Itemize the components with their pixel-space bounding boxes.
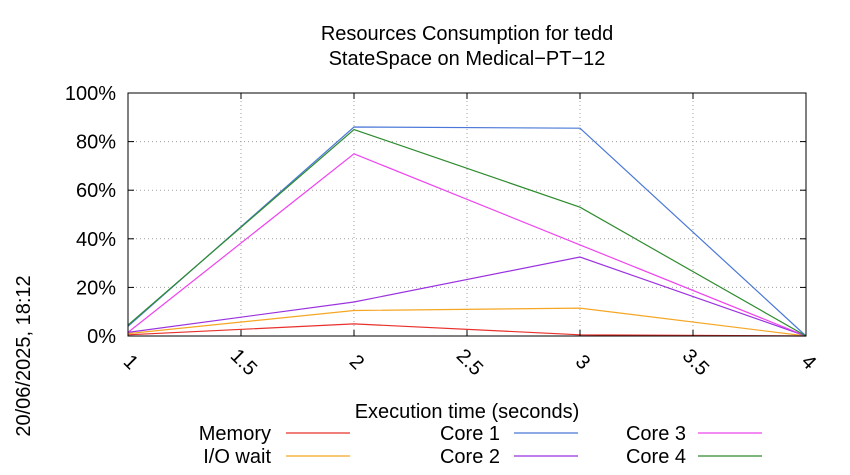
x-tick-label: 1	[119, 351, 142, 374]
x-tick-label: 1.5	[226, 345, 261, 380]
y-tick-label: 0%	[87, 326, 116, 348]
legend-label: Core 3	[626, 423, 686, 445]
series-line-core-2	[127, 256, 807, 337]
chart-title-line-2: StateSpace on Medical−PT−12	[329, 48, 606, 70]
timestamp-label: 20/06/2025, 18:12	[13, 275, 35, 436]
chart-title-line-1: Resources Consumption for tedd	[321, 23, 613, 45]
x-tick-label: 4	[797, 351, 820, 374]
series-line-core-1	[127, 126, 807, 337]
y-tick-label: 20%	[76, 277, 116, 299]
x-tick-label: 2.5	[452, 345, 487, 380]
x-tick-label: 3.5	[678, 345, 713, 380]
y-tick-label: 40%	[76, 229, 116, 251]
x-tick-label: 3	[571, 351, 594, 374]
series-lines	[127, 126, 807, 337]
series-line-core-4	[127, 128, 807, 337]
legend-label: I/O wait	[203, 446, 271, 468]
x-axis-label: Execution time (seconds)	[355, 401, 580, 423]
legend-label: Memory	[199, 423, 271, 445]
y-tick-label: 100%	[65, 83, 116, 105]
grid	[128, 93, 806, 336]
series-line-core-3	[127, 153, 807, 337]
legend-label: Core 2	[440, 446, 500, 468]
y-tick-label: 80%	[76, 132, 116, 154]
y-tick-label: 60%	[76, 180, 116, 202]
legend-label: Core 1	[440, 423, 500, 445]
legend-label: Core 4	[626, 446, 686, 468]
series-line-i-o-wait	[127, 307, 807, 337]
x-tick-label: 2	[345, 351, 368, 374]
